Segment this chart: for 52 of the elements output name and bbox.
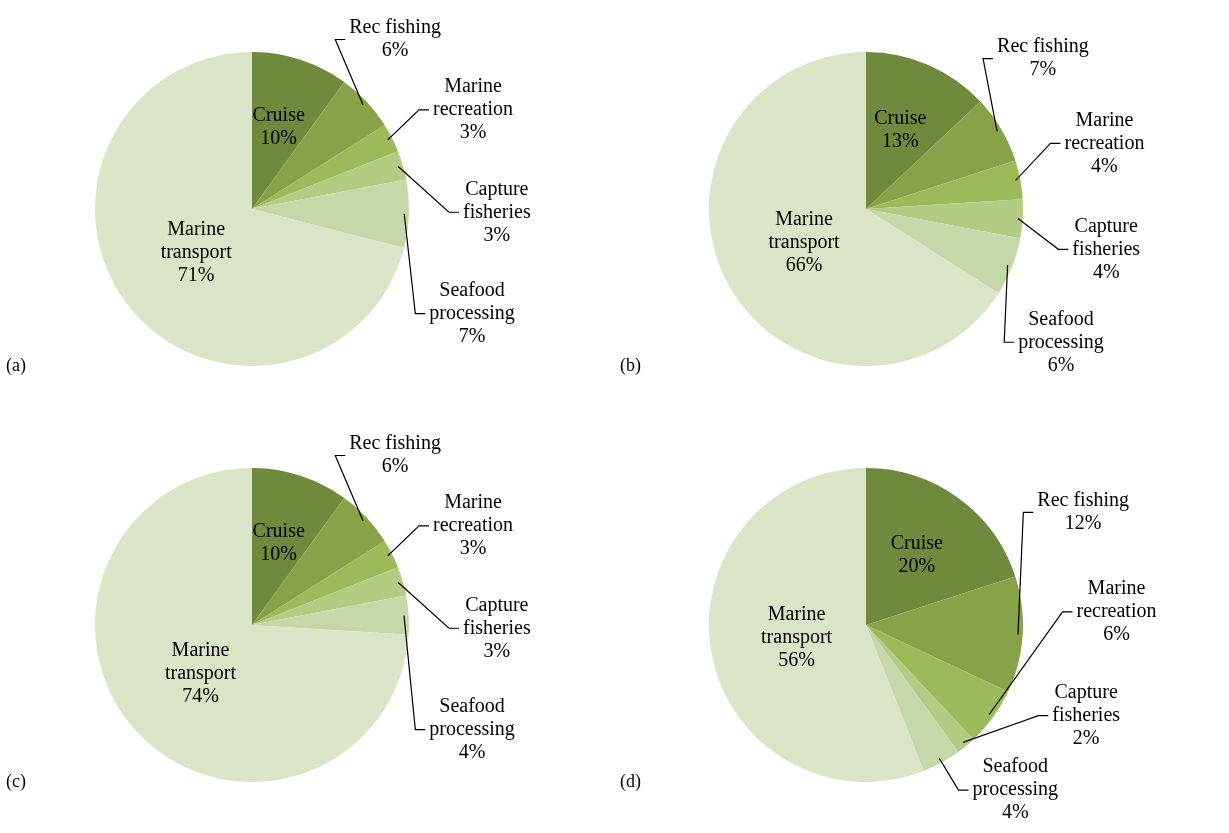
slice-label: Capture fisheries <box>1072 213 1141 259</box>
data-label: 3% <box>459 120 487 143</box>
slice-label: Capture fisheries <box>462 592 531 638</box>
data-label: 12% <box>1064 511 1102 534</box>
slice-label: Seafood processing <box>972 754 1059 801</box>
slice-label: Capture fisheries <box>1052 679 1121 725</box>
data-label: 10% <box>260 125 298 148</box>
slice-label: Rec fishing <box>1037 488 1129 512</box>
slice-label: Seafood processing <box>429 277 515 324</box>
data-label: 4% <box>458 739 486 762</box>
text: (d) <box>620 771 641 792</box>
data-label: 74% <box>182 683 219 706</box>
text: (c) <box>6 771 26 792</box>
data-label: 6% <box>1103 622 1130 645</box>
slice-label: Cruise <box>890 530 943 553</box>
slice-label: Marine recreation <box>1064 107 1145 153</box>
data-label: 6% <box>381 454 409 477</box>
slice-label: Rec fishing <box>997 34 1089 58</box>
data-label: 10% <box>260 541 298 564</box>
data-label: 4% <box>1092 259 1120 282</box>
data-label: 7% <box>1029 57 1057 80</box>
slice-label: Capture fisheries <box>462 176 531 222</box>
data-label: 3% <box>483 222 511 245</box>
slice-label: Rec fishing <box>349 431 441 455</box>
data-label: 3% <box>459 536 487 559</box>
data-label: 66% <box>785 253 823 276</box>
slice-label: Cruise <box>252 518 305 541</box>
data-label: 7% <box>458 323 486 346</box>
slice-label: Marine recreation <box>433 490 514 536</box>
text: (b) <box>620 355 641 376</box>
slice-label: Marine transport <box>164 637 237 684</box>
slice-label: Marine transport <box>761 602 833 649</box>
data-label: 4% <box>1091 153 1118 176</box>
data-label: 6% <box>381 38 409 61</box>
data-label: 2% <box>1072 725 1100 748</box>
slice-label: Seafood processing <box>429 693 515 740</box>
data-label: 4% <box>1001 800 1029 823</box>
slice-label: Marine transport <box>768 207 841 254</box>
slice-label: Marine transport <box>160 216 233 263</box>
data-label: 56% <box>778 648 815 671</box>
data-label: 6% <box>1047 352 1075 375</box>
slice-label: Marine recreation <box>1076 576 1157 622</box>
slice-label: Rec fishing <box>349 15 441 39</box>
slice-label: Marine recreation <box>433 74 514 120</box>
slice-label: Cruise <box>874 105 927 128</box>
slice-label: Seafood processing <box>1018 306 1104 353</box>
data-label: 71% <box>177 262 215 285</box>
slice-label: Cruise <box>252 102 305 125</box>
text: (a) <box>6 355 26 376</box>
data-label: 13% <box>881 128 919 151</box>
data-label: 3% <box>483 638 511 661</box>
data-label: 20% <box>898 553 936 576</box>
